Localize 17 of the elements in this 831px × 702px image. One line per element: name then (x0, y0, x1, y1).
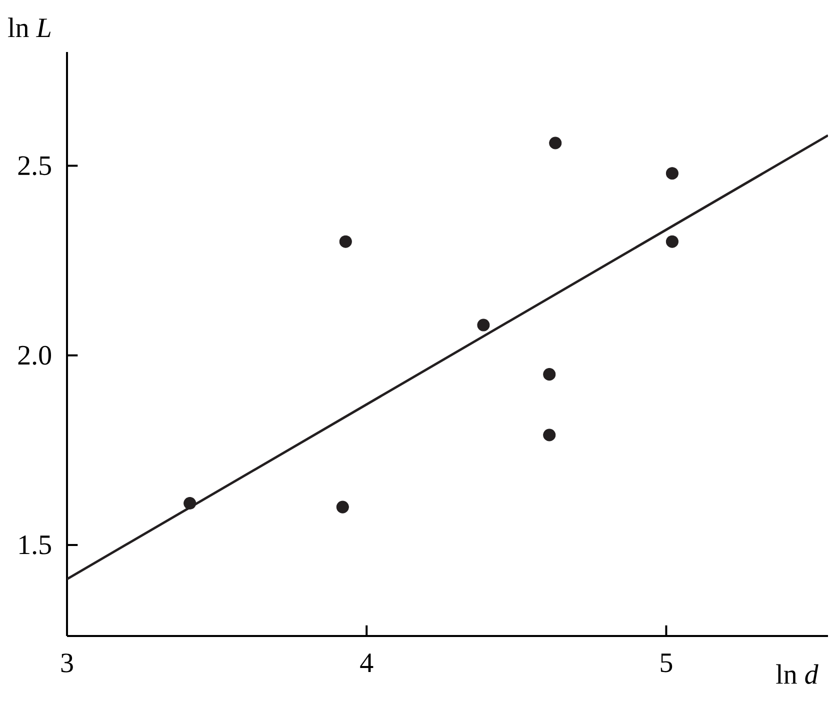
point (549, 136, 562, 150)
point (184, 496, 196, 510)
point (666, 235, 678, 248)
x-tick-label: 4 (360, 654, 374, 672)
y-tick-label: 2.0 (18, 346, 52, 365)
x-tick-label: 3 (61, 654, 73, 672)
y-tick-label: 1.5 (20, 536, 51, 554)
point (543, 428, 556, 442)
x-tick-label: 5 (660, 654, 672, 672)
point (543, 368, 556, 381)
y-tick-label: 2.5 (18, 156, 51, 176)
point (339, 235, 352, 248)
point (666, 167, 678, 180)
x-axis-title: ln d (776, 664, 818, 684)
point (336, 500, 349, 514)
point (477, 318, 490, 332)
y-axis-title: ln L (8, 18, 51, 38)
